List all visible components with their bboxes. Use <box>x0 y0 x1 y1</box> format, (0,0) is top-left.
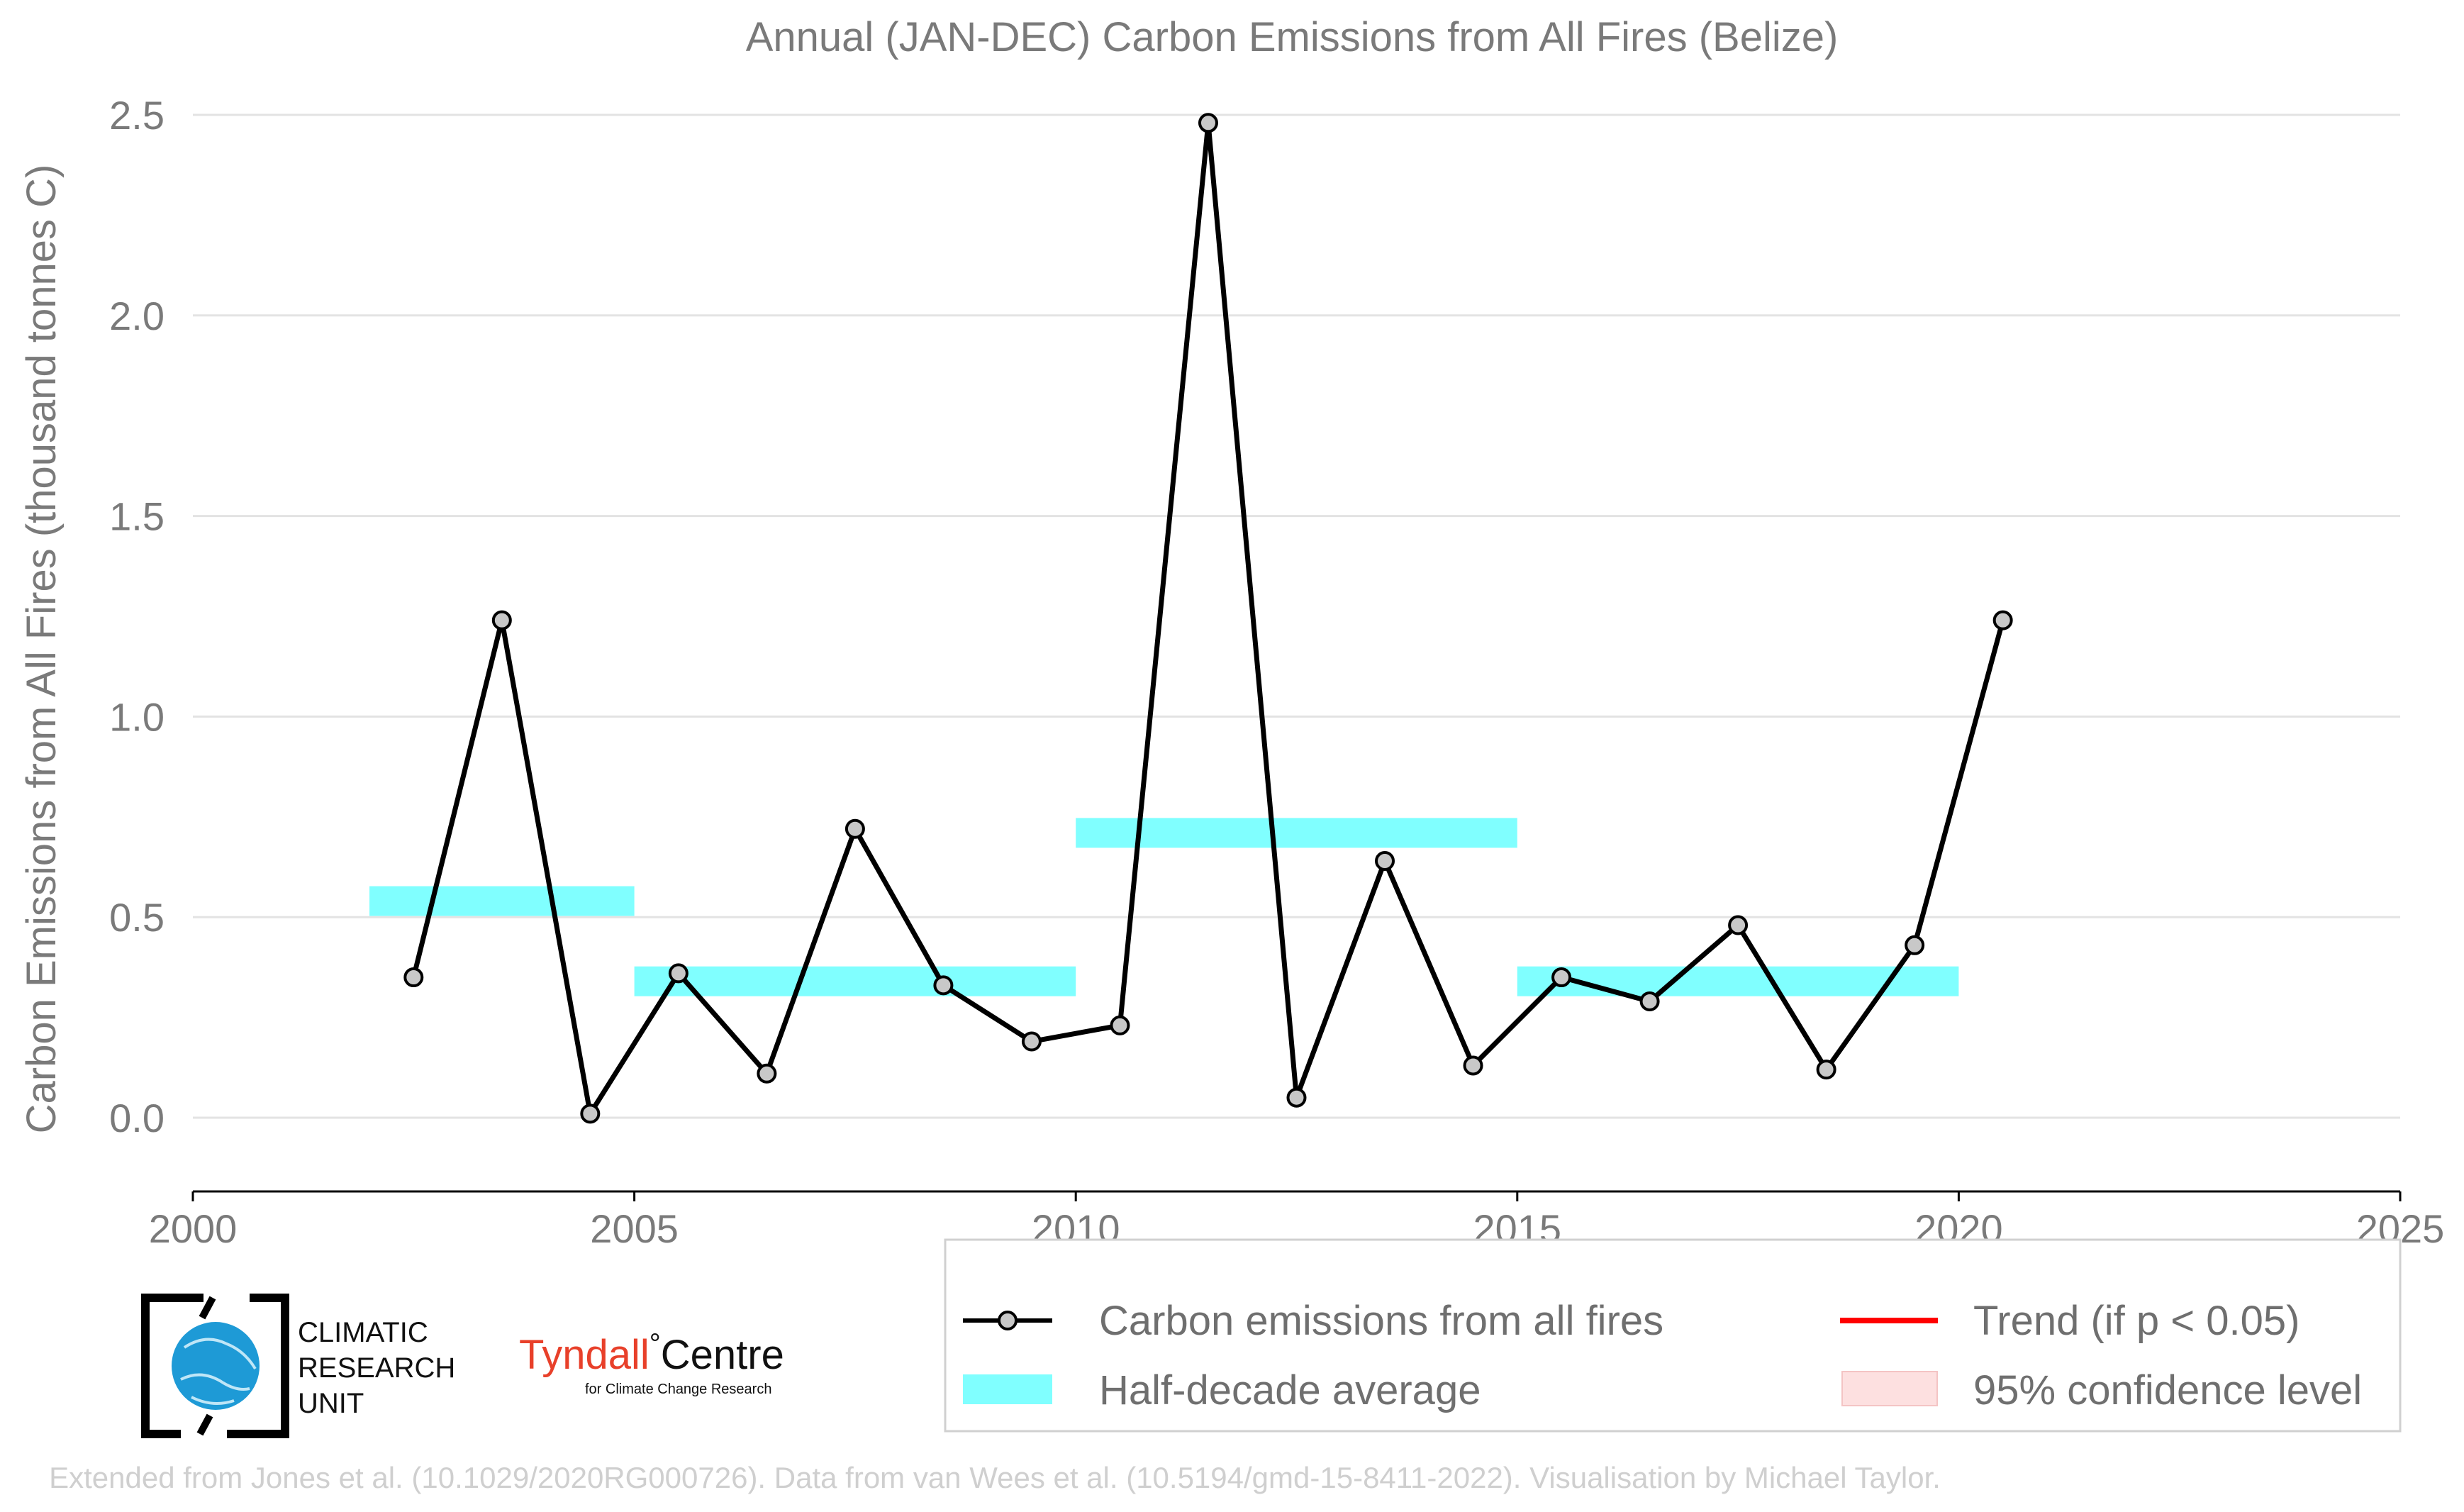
legend-label-emissions: Carbon emissions from all fires <box>1099 1298 1663 1344</box>
legend-item-trend: Trend (if p < 0.05) <box>1840 1298 2299 1344</box>
data-point <box>1639 991 1660 1011</box>
data-point <box>1551 967 1572 988</box>
data-point <box>933 975 954 996</box>
x-tick-label: 2000 <box>149 1206 238 1251</box>
legend-item-emissions: Carbon emissions from all fires <box>963 1298 1663 1344</box>
half-decade-average-bands <box>369 818 1959 996</box>
legend-item-confidence: 95% confidence level <box>1841 1367 2362 1413</box>
legend: Carbon emissions from all fires Trend (i… <box>944 1238 2402 1433</box>
tyndall-logo: Tyndall°Centre for Climate Change Resear… <box>519 1328 784 1397</box>
legend-label-half-decade: Half-decade average <box>1099 1367 1481 1413</box>
legend-label-confidence: 95% confidence level <box>1973 1367 2362 1413</box>
y-tick-labels: 0.0 0.5 1.0 1.5 2.0 2.5 <box>109 93 165 1140</box>
legend-frame <box>944 1238 2402 1433</box>
cru-logo-text-line1: CLIMATIC <box>298 1317 428 1348</box>
chart-title: Annual (JAN-DEC) Carbon Emissions from A… <box>746 14 1839 60</box>
y-tick-label: 0.5 <box>109 895 165 940</box>
data-point <box>1198 113 1218 133</box>
footer-credits: Extended from Jones et al. (10.1029/2020… <box>49 1461 1941 1494</box>
x-axis <box>191 1190 2402 1201</box>
data-point <box>668 963 689 984</box>
data-point <box>844 818 865 839</box>
cru-logo-text-line2: RESEARCH <box>298 1352 455 1384</box>
data-point <box>491 610 512 630</box>
data-point <box>403 967 424 988</box>
data-point <box>757 1063 777 1084</box>
data-point <box>1905 935 1925 955</box>
legend-band-swatch <box>963 1374 1052 1404</box>
tyndall-logo-subtitle: for Climate Change Research <box>585 1382 771 1397</box>
data-point <box>1110 1015 1130 1035</box>
cru-logo-text-line3: UNIT <box>298 1388 364 1419</box>
grid-lines <box>193 113 2400 1119</box>
data-point <box>1021 1031 1042 1052</box>
data-point <box>1992 610 2013 630</box>
y-axis-label: Carbon Emissions from All Fires (thousan… <box>18 165 65 1134</box>
half-decade-average-bar <box>369 886 635 916</box>
y-tick-label: 0.0 <box>109 1096 165 1140</box>
half-decade-average-bar <box>634 966 1076 996</box>
globe-icon <box>172 1322 260 1410</box>
data-point <box>1728 915 1749 935</box>
cru-logo-slash-bottom <box>196 1413 213 1436</box>
tyndall-logo-text: Tyndall°Centre <box>519 1328 784 1378</box>
data-point <box>1463 1055 1483 1076</box>
cru-logo-bracket-left <box>141 1294 204 1438</box>
legend-confidence-swatch <box>1841 1371 1938 1406</box>
y-tick-label: 1.0 <box>109 694 165 739</box>
data-point <box>580 1104 601 1124</box>
data-point <box>1286 1087 1307 1108</box>
half-decade-average-bar <box>1517 966 1959 996</box>
y-tick-label: 1.5 <box>109 494 165 539</box>
cru-logo: CLIMATIC RESEARCH UNIT <box>141 1294 455 1438</box>
data-point <box>1375 851 1395 872</box>
cru-logo-bracket-right <box>227 1294 289 1438</box>
emissions-series <box>403 113 2013 1124</box>
half-decade-average-bar <box>1076 818 1517 848</box>
series-line <box>411 120 2006 1116</box>
globe-icon-continents <box>180 1338 257 1405</box>
y-tick-label: 2.0 <box>109 294 165 338</box>
data-point <box>1816 1060 1836 1080</box>
y-tick-label: 2.5 <box>109 93 165 138</box>
legend-item-half-decade: Half-decade average <box>963 1367 1481 1413</box>
legend-marker-swatch <box>998 1311 1018 1330</box>
x-tick-label: 2005 <box>590 1206 679 1251</box>
legend-label-trend: Trend (if p < 0.05) <box>1973 1298 2299 1344</box>
cru-logo-slash-top <box>199 1296 216 1320</box>
